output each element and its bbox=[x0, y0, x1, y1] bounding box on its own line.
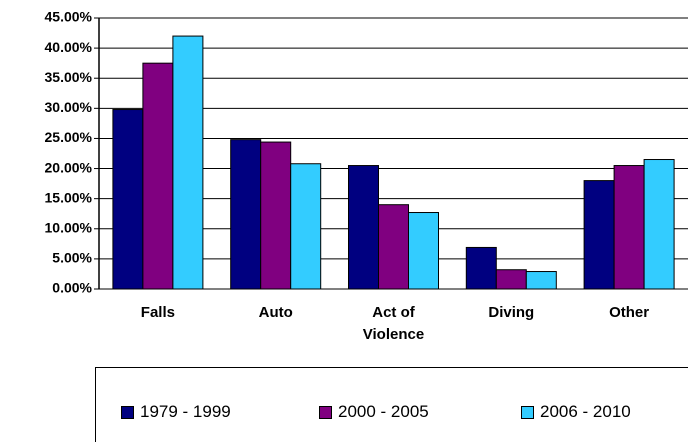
bar bbox=[260, 141, 292, 290]
bar bbox=[348, 165, 379, 290]
bar bbox=[525, 271, 557, 290]
bar bbox=[465, 246, 497, 290]
legend-item: 2000 - 2005 bbox=[319, 402, 429, 422]
x-tick-label: Act of Violence bbox=[362, 304, 425, 343]
legend-label: 2000 - 2005 bbox=[338, 402, 429, 421]
bar bbox=[290, 163, 322, 290]
x-tick-label: Other bbox=[609, 304, 650, 321]
x-tick-label: Falls bbox=[140, 304, 175, 321]
bar bbox=[112, 109, 144, 290]
legend-swatch bbox=[521, 405, 534, 419]
legend-label: 1979 - 1999 bbox=[140, 402, 231, 421]
legend-item: 2006 - 2010 bbox=[521, 402, 631, 422]
legend-swatch bbox=[121, 405, 134, 419]
bar bbox=[495, 269, 527, 290]
y-tick-label: 15.00% bbox=[45, 189, 93, 205]
y-tick-label: 0.00% bbox=[52, 280, 92, 296]
y-tick-label: 45.00% bbox=[45, 9, 93, 25]
y-tick-label: 40.00% bbox=[45, 39, 93, 55]
y-tick-label: 30.00% bbox=[45, 99, 93, 115]
bar bbox=[643, 159, 675, 290]
y-tick-label: 35.00% bbox=[45, 69, 93, 85]
bar bbox=[142, 62, 174, 290]
y-tick-label: 5.00% bbox=[52, 250, 92, 266]
y-tick-label: 20.00% bbox=[45, 159, 93, 175]
bar bbox=[378, 204, 409, 290]
bar bbox=[230, 139, 262, 290]
y-tick-label: 25.00% bbox=[45, 129, 93, 145]
bar bbox=[583, 180, 615, 290]
bar bbox=[408, 212, 439, 290]
bar bbox=[613, 165, 645, 290]
bar bbox=[172, 35, 204, 290]
legend-swatch bbox=[319, 405, 332, 419]
x-tick-label: Auto bbox=[258, 304, 293, 321]
x-tick-label: Diving bbox=[488, 304, 535, 321]
y-tick-label: 10.00% bbox=[45, 219, 93, 235]
legend-item: 1979 - 1999 bbox=[121, 402, 231, 422]
legend: 1979 - 1999 2000 - 2005 2006 - 2010 bbox=[95, 367, 688, 442]
legend-label: 2006 - 2010 bbox=[540, 402, 631, 421]
